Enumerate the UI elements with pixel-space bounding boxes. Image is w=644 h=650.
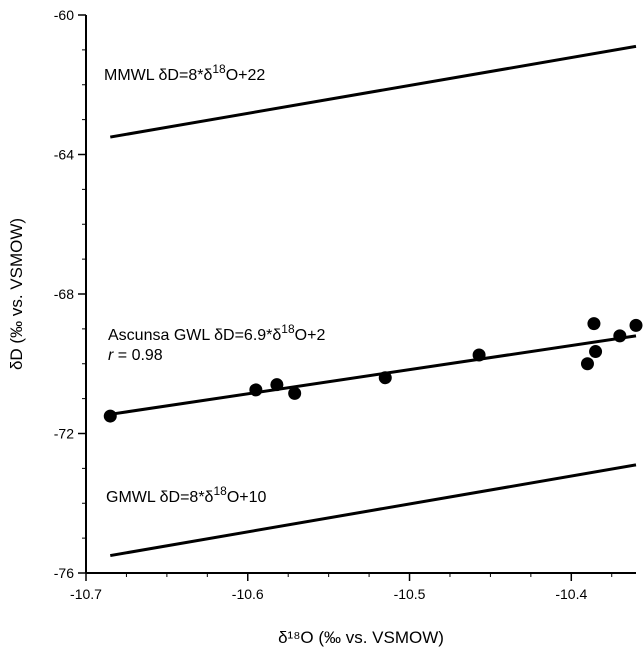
x-tick-label: -10.4 bbox=[555, 586, 587, 602]
data-point bbox=[378, 371, 392, 385]
x-tick-label: -10.6 bbox=[232, 586, 264, 602]
data-point bbox=[472, 348, 486, 362]
correlation-label: r = 0.98 bbox=[108, 347, 163, 364]
data-point bbox=[580, 357, 594, 371]
y-tick-label: -64 bbox=[54, 147, 74, 163]
data-point bbox=[629, 318, 643, 332]
data-point bbox=[249, 383, 263, 397]
gmwl-line bbox=[110, 463, 637, 558]
data-point bbox=[587, 317, 601, 331]
data-point bbox=[613, 329, 627, 343]
mmwl-line bbox=[110, 44, 637, 139]
x-tick-label: -10.7 bbox=[70, 586, 102, 602]
data-point bbox=[288, 386, 302, 400]
ascunsa-gwl-label: Ascunsa GWL δD=6.9*δ18O+2 bbox=[108, 322, 325, 344]
y-tick-label: -68 bbox=[54, 286, 74, 302]
data-point bbox=[589, 345, 603, 359]
data-point bbox=[103, 409, 117, 423]
x-axis-title: δ¹⁸O (‰ vs. VSMOW) bbox=[278, 628, 444, 647]
mmwl-label: MMWL δD=8*δ18O+22 bbox=[104, 62, 265, 84]
ascunsa-gwl-line bbox=[110, 334, 637, 416]
y-axis-title: δD (‰ vs. VSMOW) bbox=[7, 218, 26, 370]
y-tick-label: -72 bbox=[54, 426, 74, 442]
y-tick-label: -60 bbox=[54, 7, 74, 23]
y-tick-label: -76 bbox=[54, 565, 74, 581]
gmwl-label: GMWL δD=8*δ18O+10 bbox=[106, 484, 267, 506]
data-point bbox=[270, 378, 284, 392]
x-tick-label: -10.5 bbox=[394, 586, 426, 602]
